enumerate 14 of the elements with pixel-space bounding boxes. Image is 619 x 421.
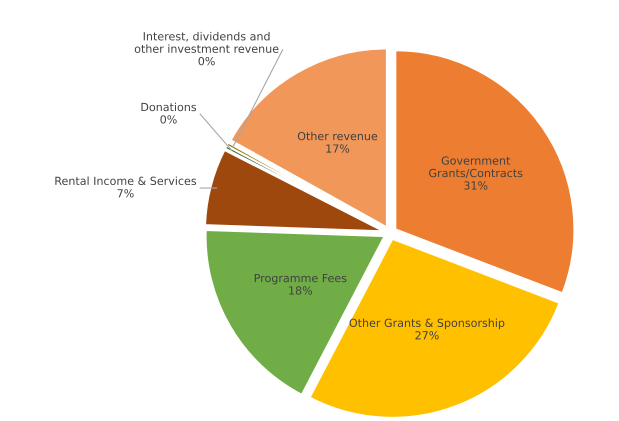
slice-label: Government Grants/Contracts — [429, 156, 522, 178]
data-label: 31% — [464, 181, 488, 190]
data-label: 0% — [160, 115, 177, 124]
slice-label: Interest, dividends and other investment revenue — [134, 32, 278, 53]
slice-label: Donations — [141, 102, 196, 112]
slice-label: Other Grants & Sponsorship — [350, 318, 504, 330]
data-label: 0% — [198, 56, 215, 66]
data-label: 17% — [326, 144, 350, 153]
slice-label: Programme Fees — [254, 274, 346, 284]
data-label: 18% — [289, 286, 312, 295]
data-label: 27% — [415, 331, 439, 340]
slice-label: Rental Income & Services — [55, 176, 196, 186]
slice-label: Other revenue — [298, 132, 378, 140]
data-label: 7% — [118, 189, 134, 198]
